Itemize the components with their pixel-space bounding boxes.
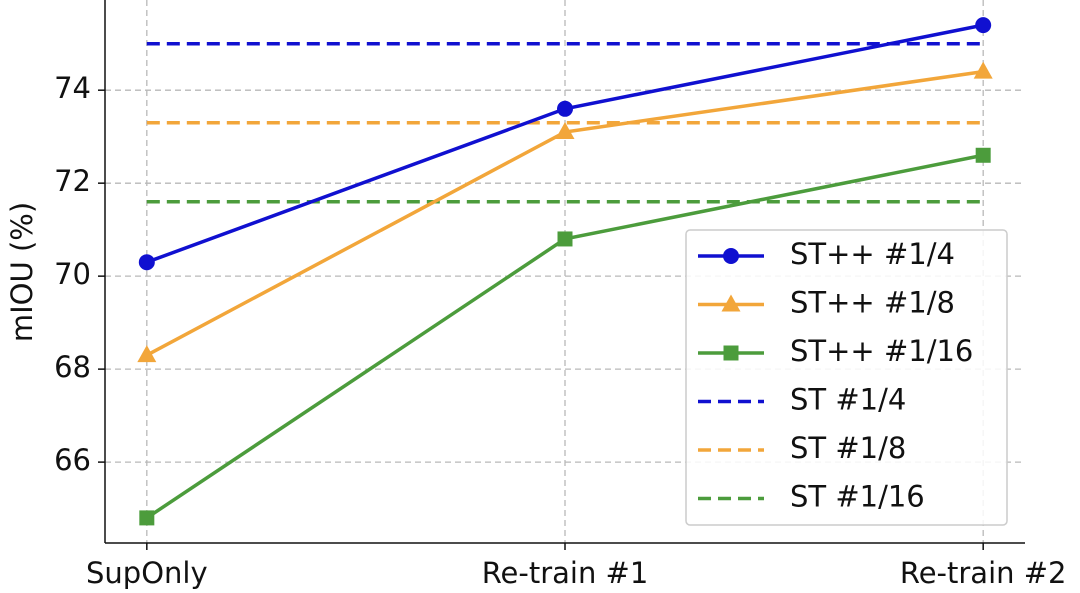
legend-marker xyxy=(723,248,739,264)
legend-item: ST #1/4 xyxy=(698,383,906,417)
legend-label: ST++ #1/4 xyxy=(790,237,955,271)
legend-label: ST #1/4 xyxy=(790,383,906,417)
legend-marker xyxy=(721,294,741,312)
x-tick-label: Re-train #1 xyxy=(482,556,649,590)
point xyxy=(138,254,155,271)
y-tick-label: 68 xyxy=(54,350,91,384)
legend-marker xyxy=(723,345,739,361)
point xyxy=(555,122,575,140)
legend-item: ST++ #1/16 xyxy=(698,334,973,368)
y-tick-label: 74 xyxy=(54,71,91,105)
legend-item: ST++ #1/8 xyxy=(698,286,955,320)
legend-label: ST #1/8 xyxy=(790,431,906,465)
point xyxy=(557,231,573,247)
legend-label: ST++ #1/16 xyxy=(790,334,973,368)
legend-label: ST #1/16 xyxy=(790,480,925,514)
point xyxy=(139,510,155,526)
y-axis-label: mIOU (%) xyxy=(5,202,39,342)
legend-label: ST++ #1/8 xyxy=(790,286,955,320)
y-tick-label: 70 xyxy=(54,257,91,291)
point xyxy=(557,100,573,117)
x-tick-label: Re-train #2 xyxy=(900,556,1067,590)
legend-box xyxy=(685,229,1008,526)
y-tick-label: 72 xyxy=(54,164,91,198)
point xyxy=(973,61,993,79)
legend-item: ST #1/16 xyxy=(698,480,925,514)
y-tick-label: 66 xyxy=(54,443,91,477)
legend-item: ST++ #1/4 xyxy=(698,237,955,271)
point xyxy=(975,17,992,34)
point xyxy=(137,345,157,363)
x-tick-label: SupOnly xyxy=(86,556,208,590)
legend-item: ST #1/8 xyxy=(698,431,906,465)
point xyxy=(975,147,991,163)
